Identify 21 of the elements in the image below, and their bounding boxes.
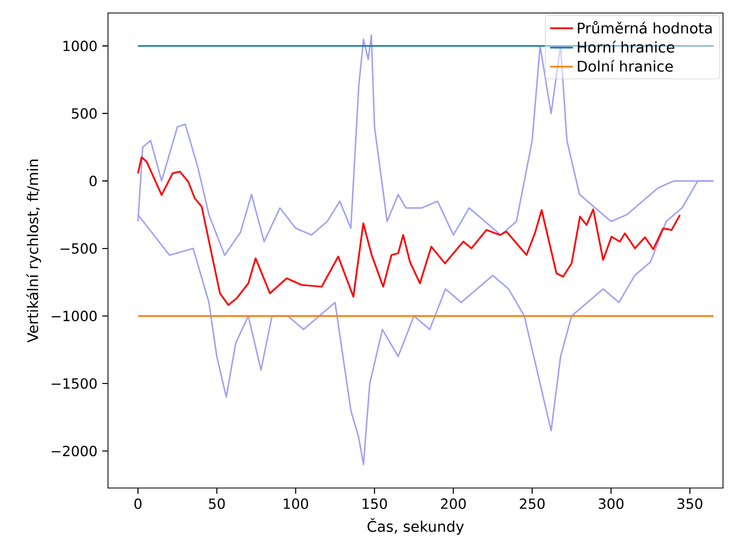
y-tick-label: 500 <box>72 108 97 119</box>
line-series <box>137 156 681 306</box>
x-tick-label: 150 <box>362 498 387 509</box>
y-tick-label: −2000 <box>52 446 97 456</box>
x-axis-title: Čas, sekundy <box>368 518 464 535</box>
y-tick-label: 1000 <box>63 40 97 52</box>
x-tick-label: 50 <box>208 498 225 509</box>
legend-label: Průměrná hodnota <box>578 21 712 34</box>
y-tick-label: −500 <box>60 243 97 254</box>
x-tick-label: 250 <box>520 498 545 509</box>
y-axis-title: Vertikální rychlost, ft/min <box>26 160 42 342</box>
x-tick-label: 200 <box>441 498 466 509</box>
y-tick-label: 0 <box>90 176 97 186</box>
legend-label: Horní hranice <box>578 40 674 53</box>
y-tick-label: −1000 <box>52 310 97 322</box>
x-tick-label: 0 <box>134 498 142 509</box>
y-tick-label: −1500 <box>52 378 97 389</box>
x-tick-label: 300 <box>598 498 624 509</box>
x-tick-label: 100 <box>284 498 308 509</box>
legend-label: Dolní hranice <box>578 60 673 72</box>
x-tick-label: 350 <box>678 498 702 509</box>
